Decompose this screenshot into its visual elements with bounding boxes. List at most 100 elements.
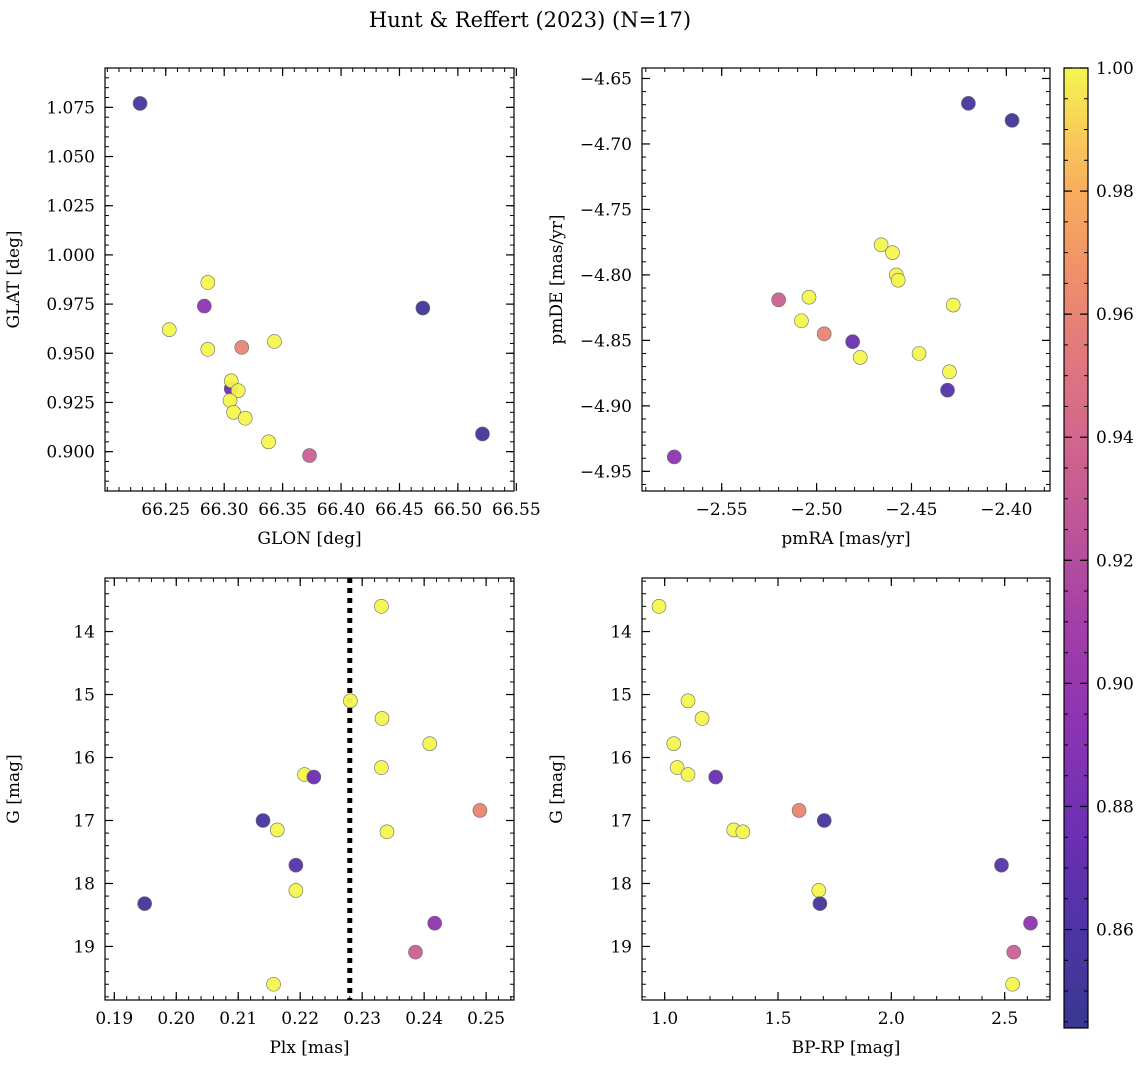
y-tick-label: −4.70: [580, 135, 632, 155]
data-point: [885, 245, 900, 260]
y-tick-label: 0.975: [46, 295, 95, 315]
x-tick-label: 66.25: [141, 500, 190, 520]
colorbar-tick-label: 0.92: [1096, 551, 1134, 571]
colorbar-tick-label: 0.90: [1096, 674, 1134, 694]
x-axis-label: GLON [deg]: [257, 529, 361, 549]
data-point: [266, 976, 281, 992]
data-point: [694, 711, 710, 726]
data-point: [771, 292, 786, 308]
y-tick-label: 16: [610, 749, 632, 769]
y-tick-label: 16: [73, 749, 95, 769]
y-tick-label: 0.950: [46, 344, 95, 364]
data-point: [230, 383, 246, 398]
x-tick-label: 0.19: [95, 1009, 133, 1029]
data-point: [267, 334, 282, 349]
data-point: [890, 272, 906, 288]
data-point: [680, 767, 696, 782]
data-point: [261, 434, 276, 450]
data-point: [288, 883, 304, 898]
data-point: [651, 599, 667, 614]
data-point: [226, 405, 241, 420]
y-tick-label: 0.900: [46, 443, 95, 463]
y-tick-label: 15: [610, 686, 632, 706]
y-tick-label: 1.050: [46, 148, 95, 168]
data-point: [197, 298, 212, 314]
x-tick-label: −2.50: [791, 500, 843, 520]
x-tick-label: 0.20: [157, 1009, 195, 1029]
y-axis-label: G [mag]: [4, 754, 24, 823]
y-tick-label: 1.000: [46, 246, 95, 266]
figure-title: Hunt & Reffert (2023) (N=17): [369, 8, 691, 32]
x-tick-label: 0.22: [281, 1009, 319, 1029]
x-tick-label: 66.55: [492, 500, 541, 520]
data-point: [852, 350, 868, 365]
data-point: [873, 237, 889, 253]
y-tick-label: 15: [73, 686, 95, 706]
panel-bprp-g: 1.0 1.5 2.0 2.5 14 15 16 17 18 19 BP-RP [mag] G [ma…: [547, 577, 1051, 1058]
data-point: [237, 410, 253, 426]
data-point: [794, 313, 809, 329]
data-point: [161, 322, 177, 337]
data-point: [1023, 915, 1038, 931]
data-point: [816, 326, 832, 342]
x-axis-label: pmRA [mas/yr]: [781, 529, 910, 549]
x-tick-label: 0.21: [219, 1009, 257, 1029]
data-point: [816, 813, 832, 828]
y-tick-label: −4.75: [580, 200, 632, 220]
x-tick-label: 66.30: [200, 500, 249, 520]
x-tick-label: 1.5: [764, 1009, 791, 1029]
data-point: [255, 813, 271, 828]
data-point: [1005, 976, 1020, 992]
data-point: [940, 382, 955, 398]
panel-pmra-pmde: −2.55 −2.50 −2.45 −2.40 −4.95 −4.90 −4.85 −4.80…: [547, 67, 1051, 549]
data-point: [708, 769, 723, 785]
data-point: [791, 803, 807, 818]
y-tick-label: −4.90: [580, 397, 632, 417]
data-point: [812, 896, 828, 911]
data-point: [306, 769, 322, 785]
data-point: [845, 334, 860, 350]
colorbar-tick-label: 0.96: [1096, 305, 1134, 325]
x-tick-label: 2.5: [991, 1009, 1018, 1029]
y-tick-label: −4.95: [580, 462, 632, 482]
axes-frame: [104, 577, 515, 1001]
y-tick-label: 17: [73, 811, 95, 831]
x-tick-label: 0.23: [343, 1009, 381, 1029]
y-tick-label: −4.80: [580, 266, 632, 286]
data-point: [374, 711, 390, 726]
data-point: [422, 736, 438, 751]
y-tick-label: 1.025: [46, 197, 95, 217]
panel-plx-g: 0.19 0.20 0.21 0.22 0.23 0.24 0.25 14 15 16 17 18 19…: [4, 577, 515, 1058]
y-axis-label: pmDE [mas/yr]: [547, 214, 567, 344]
x-tick-label: 0.25: [467, 1009, 505, 1029]
y-tick-label: 18: [73, 874, 95, 894]
x-tick-label: 66.40: [317, 500, 366, 520]
y-tick-label: 19: [73, 937, 95, 957]
data-point: [379, 824, 395, 840]
colorbar-tick-label: 0.86: [1096, 921, 1134, 941]
data-point: [735, 824, 751, 840]
colorbar-fill: [1064, 68, 1088, 1028]
axes-frame: [104, 67, 515, 492]
colorbar-tick-label: 0.98: [1096, 182, 1134, 202]
data-point: [1006, 944, 1022, 960]
data-point: [234, 340, 250, 355]
x-tick-label: 1.0: [651, 1009, 678, 1029]
x-tick-label: −2.40: [980, 500, 1032, 520]
axes-frame: [641, 67, 1051, 492]
data-point: [666, 449, 682, 465]
data-point: [669, 760, 685, 775]
colorbar-frame: [1063, 67, 1089, 1029]
y-tick-label: −4.65: [580, 69, 632, 89]
data-point: [374, 760, 389, 775]
panels: 66.25 66.30 66.35 66.40 66.45 66.50 66.55 0.900…: [4, 67, 1051, 1058]
data-point: [415, 300, 431, 316]
data-point: [132, 96, 148, 111]
x-axis-label: Plx [mas]: [269, 1038, 349, 1058]
y-tick-label: 14: [73, 623, 95, 643]
y-tick-label: 14: [610, 623, 632, 643]
data-point: [961, 96, 976, 111]
data-point: [302, 448, 317, 463]
y-tick-label: 18: [610, 874, 632, 894]
